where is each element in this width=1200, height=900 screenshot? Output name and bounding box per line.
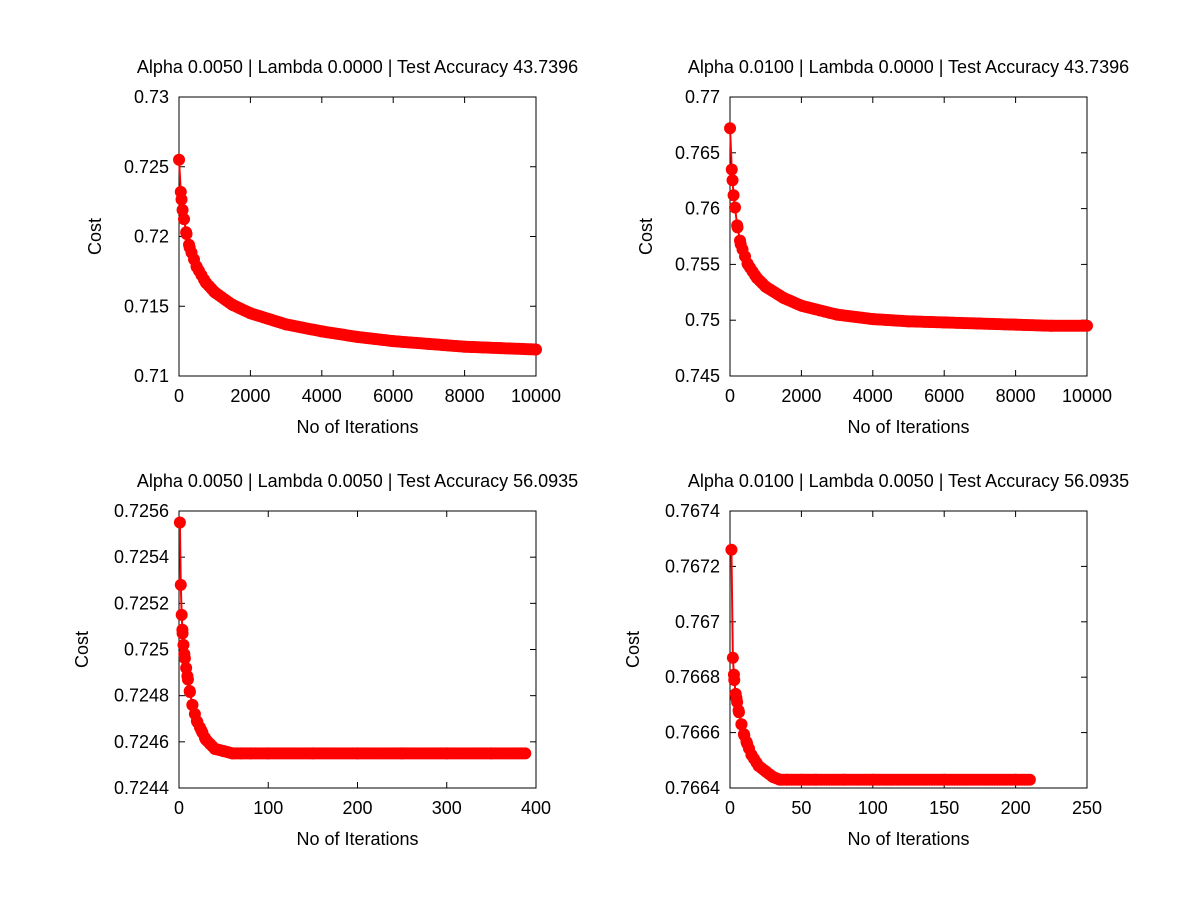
subplot-3: Alpha 0.0050 | Lambda 0.0050 | Test Accu… [72,471,578,849]
subplot-4: Alpha 0.0100 | Lambda 0.0050 | Test Accu… [623,471,1129,849]
y-tick-label: 0.715 [124,296,169,316]
chart-title: Alpha 0.0100 | Lambda 0.0000 | Test Accu… [688,57,1129,77]
x-tick-label: 150 [929,798,959,818]
data-point [174,578,187,591]
data-point [186,698,199,711]
y-tick-label: 0.7666 [665,723,720,743]
x-tick-label: 6000 [373,386,413,406]
y-tick-label: 0.7668 [665,667,720,687]
y-tick-label: 0.765 [675,143,720,163]
data-point [519,747,532,760]
y-tick-label: 0.7672 [665,556,720,576]
y-tick-label: 0.7246 [114,732,169,752]
chart-title: Alpha 0.0050 | Lambda 0.0050 | Test Accu… [137,471,578,491]
x-tick-label: 400 [521,798,551,818]
y-tick-label: 0.7664 [665,778,720,798]
subplot-2: Alpha 0.0100 | Lambda 0.0000 | Test Accu… [636,57,1129,437]
x-tick-label: 8000 [445,386,485,406]
data-point [735,718,748,731]
x-tick-label: 300 [432,798,462,818]
data-point [731,221,744,234]
x-axis-label: No of Iterations [847,417,969,437]
y-tick-label: 0.767 [675,612,720,632]
data-point [726,651,739,664]
x-tick-label: 0 [174,798,184,818]
y-tick-label: 0.755 [675,254,720,274]
data-point [729,201,742,214]
x-tick-label: 10000 [1062,386,1112,406]
x-tick-label: 0 [725,798,735,818]
data-point [727,189,740,202]
y-tick-label: 0.7252 [114,593,169,613]
data-point [177,638,190,651]
series-line [730,549,1030,781]
y-tick-label: 0.725 [124,157,169,177]
series-line [178,522,526,755]
data-point [175,608,188,621]
data-point [725,543,738,556]
data-point [728,673,741,686]
x-tick-label: 0 [725,386,735,406]
data-point [173,516,186,529]
y-tick-label: 0.72 [134,227,169,247]
x-tick-label: 2000 [781,386,821,406]
series-line [178,159,537,351]
x-tick-label: 100 [253,798,283,818]
data-point [725,163,738,176]
data-point [180,227,193,240]
x-tick-label: 2000 [230,386,270,406]
x-tick-label: 200 [1001,798,1031,818]
data-point [176,627,189,640]
y-tick-label: 0.77 [685,87,720,107]
data-point [181,673,194,686]
x-tick-label: 8000 [996,386,1036,406]
data-point [173,153,186,166]
axes-frame [178,510,537,789]
data-point [1023,773,1036,786]
data-point [176,203,189,216]
x-tick-label: 4000 [853,386,893,406]
data-point [178,652,191,665]
y-tick-label: 0.75 [685,310,720,330]
y-tick-label: 0.71 [134,366,169,386]
axes-frame [729,510,1088,789]
y-tick-label: 0.76 [685,199,720,219]
y-tick-label: 0.73 [134,87,169,107]
data-point [183,686,196,699]
data-point [732,706,745,719]
y-axis-label: Cost [72,631,92,668]
y-axis-label: Cost [623,631,643,668]
y-tick-label: 0.745 [675,366,720,386]
y-tick-label: 0.725 [124,640,169,660]
data-point [724,122,737,135]
axes-frame [729,96,1088,377]
chart-title: Alpha 0.0050 | Lambda 0.0000 | Test Accu… [137,57,578,77]
x-tick-label: 200 [342,798,372,818]
x-tick-label: 10000 [511,386,561,406]
x-axis-label: No of Iterations [296,417,418,437]
y-tick-label: 0.7244 [114,778,169,798]
data-point [175,193,188,206]
data-point [178,213,191,226]
x-axis-label: No of Iterations [847,829,969,849]
x-tick-label: 0 [174,386,184,406]
subplot-1: Alpha 0.0050 | Lambda 0.0000 | Test Accu… [85,57,578,437]
y-axis-label: Cost [636,218,656,255]
x-tick-label: 250 [1072,798,1102,818]
chart-title: Alpha 0.0100 | Lambda 0.0050 | Test Accu… [688,471,1129,491]
data-point [726,174,739,187]
x-axis-label: No of Iterations [296,829,418,849]
y-tick-label: 0.7254 [114,547,169,567]
x-tick-label: 6000 [924,386,964,406]
y-tick-label: 0.7674 [665,501,720,521]
y-axis-label: Cost [85,218,105,255]
y-tick-label: 0.7248 [114,686,169,706]
x-tick-label: 4000 [302,386,342,406]
data-point [1081,319,1093,332]
y-tick-label: 0.7256 [114,501,169,521]
data-point [530,343,542,356]
x-tick-label: 100 [858,798,888,818]
x-tick-label: 50 [791,798,811,818]
